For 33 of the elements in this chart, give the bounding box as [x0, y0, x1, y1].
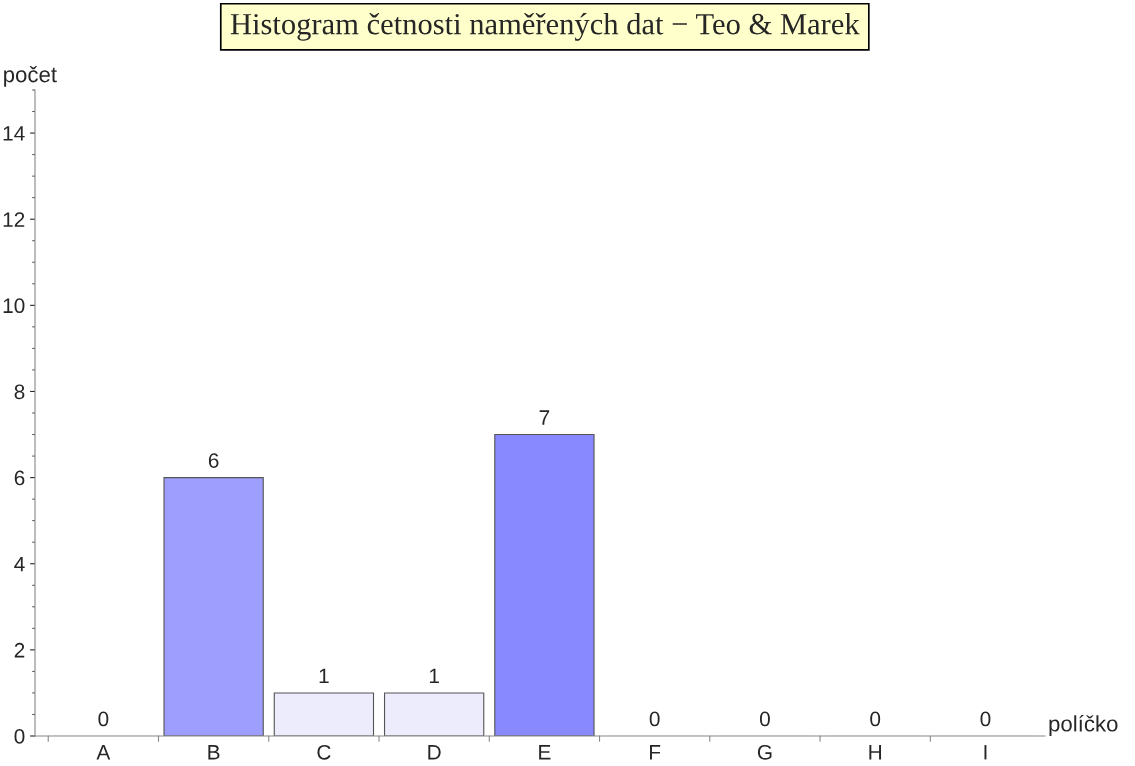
- bar: [383, 692, 485, 736]
- data-label: 6: [208, 453, 219, 468]
- chart-title: Histogram četnosti naměřených dat − Teo & Marek: [230, 12, 860, 41]
- data-label: 0: [649, 711, 660, 727]
- x-tick-label: C: [317, 744, 331, 760]
- x-tick-label: A: [96, 745, 111, 760]
- data-label: 1: [319, 668, 329, 684]
- x-tick-label: F: [650, 745, 661, 760]
- y-tick-label: 10: [3, 298, 25, 314]
- data-label: 0: [759, 711, 770, 727]
- y-tick-label: 2: [14, 642, 25, 658]
- y-axis-title: počet: [4, 65, 57, 87]
- y-tick-label: 0: [14, 729, 25, 744]
- x-tick-label: H: [869, 745, 882, 760]
- x-tick-label: G: [757, 744, 772, 760]
- bar: [273, 692, 375, 736]
- data-label: 0: [980, 711, 991, 727]
- x-tick-label: B: [208, 745, 220, 760]
- y-tick-label: 6: [14, 470, 25, 486]
- bar: [494, 433, 595, 736]
- y-tick-label: 14: [3, 126, 25, 141]
- x-tick-label: D: [428, 745, 441, 760]
- x-axis-title: políčko: [1049, 715, 1118, 736]
- y-tick-label: 12: [3, 212, 25, 227]
- bar: [163, 477, 264, 736]
- x-tick-label: I: [984, 745, 987, 760]
- data-label: 1: [429, 668, 439, 684]
- data-label: 0: [870, 711, 881, 727]
- y-tick-label: 4: [14, 556, 25, 572]
- x-tick-label: E: [539, 745, 551, 760]
- data-label: 0: [98, 711, 109, 727]
- y-tick-label: 8: [14, 384, 25, 400]
- data-label: 7: [539, 410, 550, 425]
